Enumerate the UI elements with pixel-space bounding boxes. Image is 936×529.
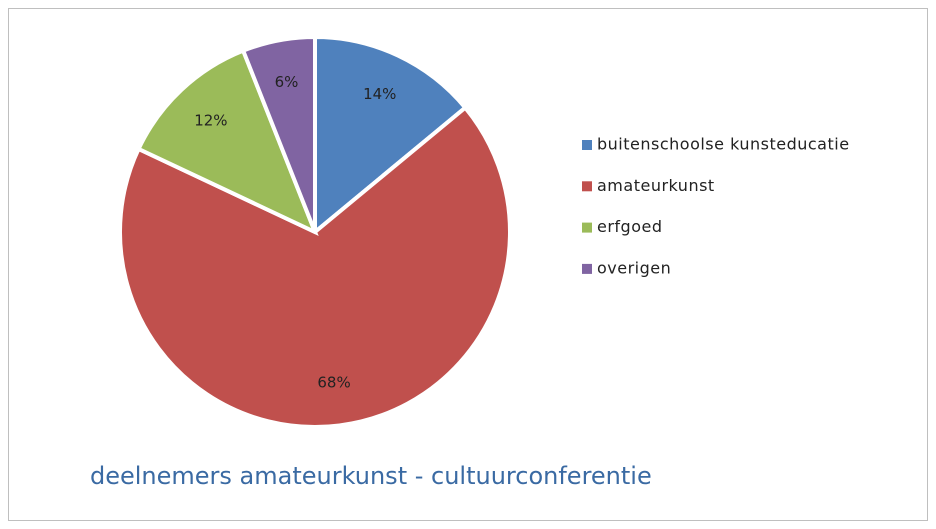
data-label: 14% bbox=[363, 85, 396, 103]
data-label: 12% bbox=[194, 112, 227, 130]
pie-slice bbox=[135, 48, 319, 236]
legend-swatch bbox=[582, 140, 592, 150]
pie-slice bbox=[313, 34, 469, 237]
legend-label: erfgoed bbox=[597, 217, 663, 236]
data-label: 68% bbox=[317, 373, 350, 391]
data-label: 6% bbox=[275, 73, 299, 91]
legend-swatch bbox=[582, 263, 592, 274]
legend-label: overigen bbox=[597, 258, 671, 277]
legend-swatch bbox=[582, 222, 592, 233]
legend-label: buitenschoolse kunsteducatie bbox=[597, 135, 850, 154]
pie-slice bbox=[240, 34, 317, 233]
legend-swatch bbox=[582, 181, 592, 192]
legend-label: amateurkunst bbox=[597, 176, 715, 195]
chart-title: deelnemers amateurkunst - cultuurconfere… bbox=[90, 462, 652, 490]
